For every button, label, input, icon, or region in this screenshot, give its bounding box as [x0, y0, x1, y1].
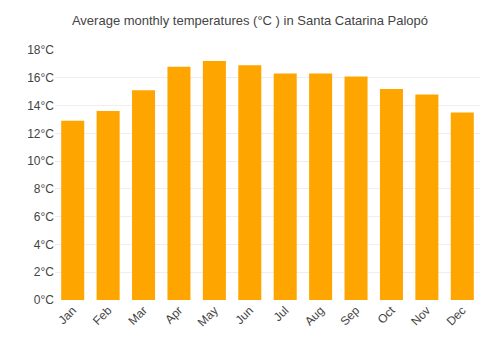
svg-text:Jan: Jan — [55, 303, 79, 327]
svg-text:Feb: Feb — [90, 303, 115, 328]
svg-text:Sep: Sep — [337, 303, 362, 328]
svg-text:4°C: 4°C — [34, 238, 54, 252]
svg-text:8°C: 8°C — [34, 182, 54, 196]
svg-text:2°C: 2°C — [34, 265, 54, 279]
svg-text:10°C: 10°C — [27, 154, 54, 168]
svg-text:Apr: Apr — [162, 303, 185, 326]
svg-text:Mar: Mar — [125, 303, 150, 328]
svg-text:Average monthly temperatures (: Average monthly temperatures (°C ) in Sa… — [72, 13, 428, 28]
svg-text:May: May — [195, 303, 221, 329]
svg-text:Oct: Oct — [375, 303, 399, 327]
svg-text:Dec: Dec — [444, 303, 469, 328]
svg-text:14°C: 14°C — [27, 99, 54, 113]
svg-text:6°C: 6°C — [34, 210, 54, 224]
svg-text:12°C: 12°C — [27, 127, 54, 141]
svg-text:0°C: 0°C — [34, 293, 54, 307]
svg-text:16°C: 16°C — [27, 71, 54, 85]
svg-text:Aug: Aug — [302, 303, 327, 328]
svg-text:Nov: Nov — [408, 303, 433, 328]
svg-text:Jun: Jun — [233, 303, 257, 327]
svg-text:Jul: Jul — [271, 303, 292, 324]
svg-text:18°C: 18°C — [27, 43, 54, 57]
